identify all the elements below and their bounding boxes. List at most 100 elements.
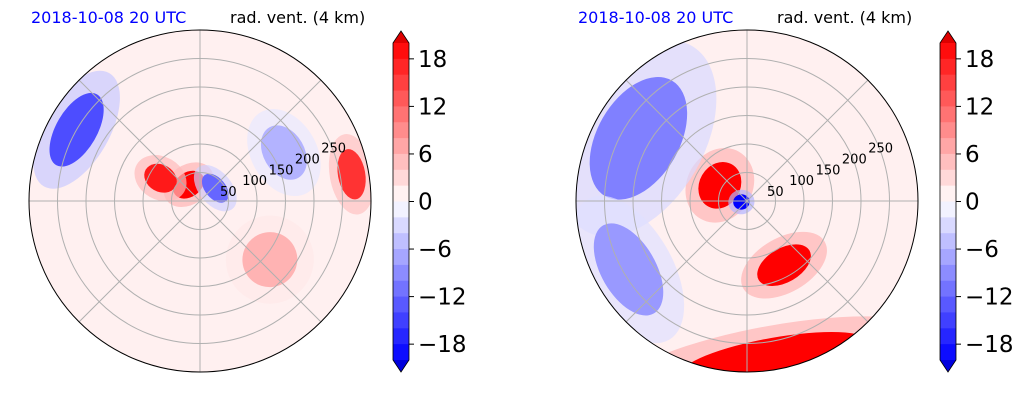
left-colorbar-level — [393, 122, 409, 139]
polar-plot-right: 2018-10-08 20 UTC rad. vent. (4 km) 50 10… — [575, 8, 919, 373]
left-range-label: 200 — [295, 152, 320, 167]
right-colorbar-level — [940, 90, 956, 107]
right-colorbar-level — [940, 185, 956, 203]
variable-title-right: rad. vent. (4 km) — [777, 8, 912, 27]
left-colorbar-level — [393, 312, 409, 329]
left-range-label: 50 — [220, 185, 237, 200]
velocity-field-left — [33, 70, 371, 304]
left-colorbar-level — [393, 74, 409, 92]
time-title-right: 2018-10-08 20 UTC — [578, 8, 733, 27]
left-colorbar-tick-label: 12 — [418, 94, 447, 120]
polar-grid-right — [576, 30, 918, 372]
right-colorbar-tick-label: −18 — [965, 332, 1014, 358]
left-azimuth-line — [78, 79, 201, 202]
left-colorbar-outline — [392, 30, 410, 373]
left-colorbar-level — [393, 43, 409, 60]
right-colorbar-tick-label: 6 — [965, 142, 980, 168]
left-colorbar-level — [393, 296, 409, 314]
right-colorbar-level — [940, 328, 956, 345]
left-colorbar-level — [393, 153, 409, 171]
left-feature-outflow — [144, 163, 177, 193]
right-azimuth-line — [746, 79, 869, 202]
right-range-label: 250 — [868, 141, 893, 156]
right-azimuth-line — [625, 200, 748, 323]
left-colorbar-level — [393, 201, 409, 218]
right-range-label: 100 — [789, 174, 814, 189]
right-colorbar-level — [940, 153, 956, 171]
left-range-label: 250 — [321, 141, 346, 156]
left-colorbar-level — [393, 249, 409, 266]
left-colorbar-level — [393, 233, 409, 250]
left-colorbar-extend-max — [393, 31, 409, 43]
right-azimuth-line — [625, 79, 748, 202]
left-colorbar-tick-label: −12 — [418, 285, 467, 311]
right-colorbar-outline — [939, 30, 957, 373]
right-colorbar-tick-label: 12 — [965, 94, 994, 120]
right-colorbar-level — [940, 280, 956, 298]
right-feature-outflow — [757, 244, 811, 287]
polar-grid-left — [29, 30, 371, 372]
left-colorbar-level — [393, 185, 409, 203]
left-colorbar-extend-min — [393, 360, 409, 372]
right-colorbar-tick-label: −12 — [965, 285, 1014, 311]
left-colorbar-level — [393, 217, 409, 234]
right-colorbar-level — [940, 312, 956, 329]
right-colorbar-level — [940, 344, 956, 361]
left-colorbar-level — [393, 328, 409, 345]
left-colorbar-level — [393, 344, 409, 361]
right-colorbar-extend-max — [940, 31, 956, 43]
right-colorbar-level — [940, 58, 956, 76]
left-colorbar-tick-label: −18 — [418, 332, 467, 358]
left-colorbar-tick-label: 6 — [418, 142, 433, 168]
right-colorbar-level — [940, 74, 956, 92]
left-feature-outflow — [337, 149, 366, 200]
variable-title-left: rad. vent. (4 km) — [230, 8, 365, 27]
left-colorbar-level — [393, 138, 409, 155]
right-colorbar-level — [940, 233, 956, 250]
right-colorbar-tick-label: 18 — [965, 47, 994, 73]
right-colorbar-level — [940, 106, 956, 123]
colorbar-left: 18 12 6 0 −6 −12 −18 — [392, 30, 467, 373]
right-feature-inflow — [589, 76, 688, 200]
right-colorbar-level — [940, 138, 956, 155]
colorbar-right: 18 12 6 0 −6 −12 −18 — [939, 30, 1014, 373]
polar-plot-left: 2018-10-08 20 UTC rad. vent. (4 km) 50 10… — [28, 8, 372, 373]
right-colorbar-level — [940, 169, 956, 187]
left-feature-inflow — [201, 173, 229, 203]
right-colorbar-level — [940, 264, 956, 282]
right-range-label: 50 — [767, 185, 784, 200]
left-colorbar-tick-label: 18 — [418, 47, 447, 73]
right-colorbar-level — [940, 122, 956, 139]
right-colorbar-tick-label: −6 — [965, 237, 999, 263]
left-colorbar-level — [393, 169, 409, 187]
right-feature-inflow — [593, 223, 664, 316]
right-range-label: 200 — [842, 152, 867, 167]
left-azimuth-line — [199, 200, 322, 323]
right-colorbar-tick-label: 0 — [965, 190, 980, 216]
left-colorbar-level — [393, 90, 409, 107]
left-colorbar-level — [393, 106, 409, 123]
left-range-label: 150 — [269, 163, 294, 178]
right-feature-inflow — [733, 194, 750, 210]
left-colorbar-level — [393, 280, 409, 298]
right-colorbar-extend-min — [940, 360, 956, 372]
right-colorbar-level — [940, 249, 956, 266]
left-colorbar-level — [393, 58, 409, 76]
plot-boundary-right — [575, 29, 919, 373]
left-azimuth-line — [199, 79, 322, 202]
right-colorbar-level — [940, 217, 956, 234]
right-colorbar-level — [940, 43, 956, 60]
left-range-label: 100 — [242, 174, 267, 189]
time-title-left: 2018-10-08 20 UTC — [31, 8, 186, 27]
right-colorbar-level — [940, 296, 956, 314]
right-azimuth-line — [746, 200, 869, 323]
plot-boundary-left — [28, 29, 372, 373]
right-colorbar-level — [940, 201, 956, 218]
left-azimuth-line — [78, 200, 201, 323]
left-colorbar-level — [393, 264, 409, 282]
left-feature-outflow — [242, 232, 298, 288]
left-colorbar-tick-label: 0 — [418, 190, 433, 216]
